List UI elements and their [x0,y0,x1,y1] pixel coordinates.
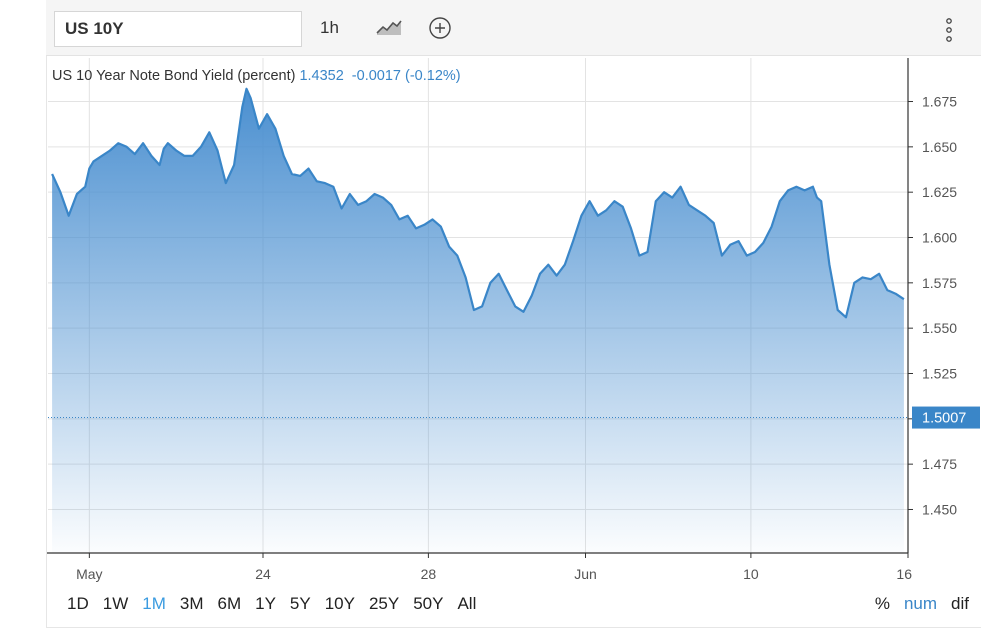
range-selector: 1D 1W 1M 3M 6M 1Y 5Y 10Y 25Y 50Y All [67,594,490,614]
x-tick-label: May [76,566,102,582]
more-vertical-icon[interactable] [944,16,954,44]
last-price-label: 1.5007 [922,411,966,427]
y-tick-label: 1.625 [922,184,957,200]
last-price-marker: 1.5007 [48,406,980,429]
x-axis-ticks: May 24 28 Jun 10 16 [76,553,912,582]
y-tick-label: 1.600 [922,230,957,246]
mode-percent[interactable]: % [874,594,890,613]
mode-dif[interactable]: dif [951,594,969,613]
x-tick-label: 28 [421,566,437,582]
x-tick-label: 10 [743,566,759,582]
legend-value: 1.4352 [299,68,344,84]
series-line [51,87,905,319]
range-3m[interactable]: 3M [179,594,204,613]
y-tick-label: 1.650 [922,139,957,155]
legend-title: US 10 Year Note Bond Yield (percent) [52,68,296,84]
last-price-tag [912,406,980,429]
x-tick-label: 24 [255,566,271,582]
axes [47,58,909,554]
range-6m[interactable]: 6M [217,594,242,613]
area-chart-icon[interactable] [376,18,402,38]
interval-selector[interactable]: 1h [320,18,339,37]
symbol-input[interactable] [54,11,302,47]
range-all[interactable]: All [457,594,477,613]
range-25y[interactable]: 25Y [368,594,400,613]
range-1m[interactable]: 1M [142,594,166,613]
y-tick-label: 1.675 [922,94,957,110]
y-tick-label: 1.550 [922,320,957,336]
y-tick-label: 1.575 [922,275,957,291]
add-circle-icon[interactable] [428,16,452,40]
x-tick-label: Jun [574,566,597,582]
series-area [52,88,904,554]
range-1w[interactable]: 1W [102,594,129,613]
range-1d[interactable]: 1D [67,594,89,613]
scale-mode-selector: % num dif [861,594,969,614]
series-legend: US 10 Year Note Bond Yield (percent) 1.43… [52,68,461,84]
y-tick-label: 1.475 [922,456,957,472]
x-tick-label: 16 [896,566,912,582]
y-axis-ticks: 1.6751.6501.6251.6001.5751.5501.5251.500… [908,94,957,517]
range-50y[interactable]: 50Y [413,594,444,613]
range-5y[interactable]: 5Y [289,594,311,613]
y-tick-label: 1.450 [922,501,957,517]
chart-widget [46,0,981,628]
range-1y[interactable]: 1Y [255,594,276,613]
toolbar: 1h [46,0,981,56]
y-tick-label: 1.525 [922,365,957,381]
mode-num[interactable]: num [903,594,938,613]
legend-change: -0.0017 (-0.12%) [351,68,461,84]
range-10y[interactable]: 10Y [324,594,355,613]
